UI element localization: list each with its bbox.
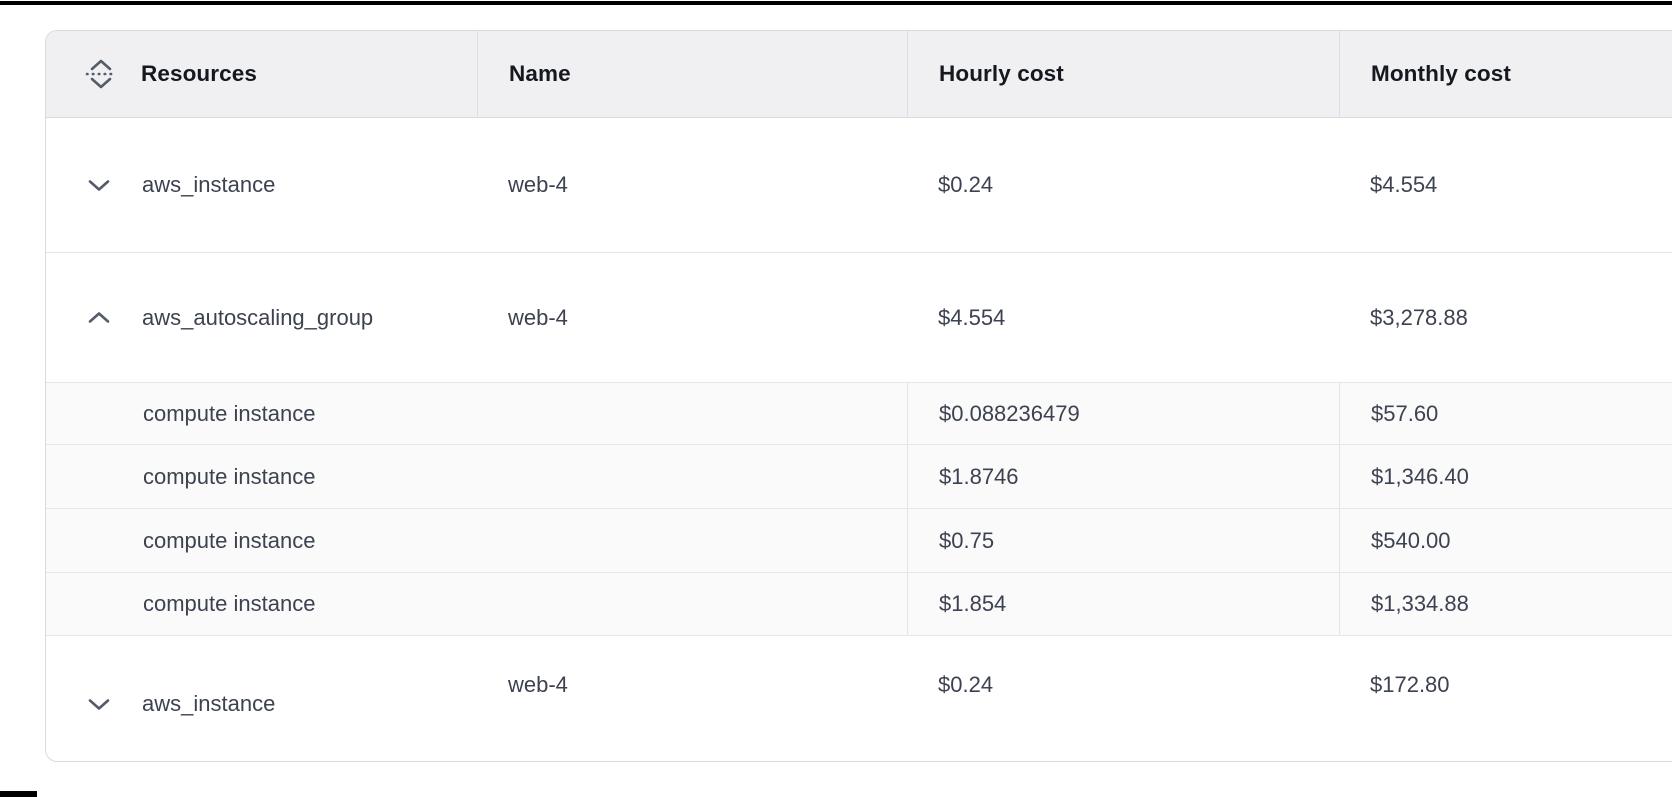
monthly-cost-cell: $1,334.88 xyxy=(1339,573,1672,635)
hourly-cost-cell: $0.75 xyxy=(907,509,1339,572)
column-header-label: Name xyxy=(509,61,571,86)
resource-type-label: aws_autoscaling_group xyxy=(142,304,374,330)
subrow-label-cell: compute instance xyxy=(46,509,907,572)
monthly-cost-value: $1,334.88 xyxy=(1371,591,1469,616)
column-header-label: Monthly cost xyxy=(1371,61,1511,86)
top-border-line xyxy=(0,1,1672,5)
monthly-cost-value: $57.60 xyxy=(1371,400,1439,426)
subrow-compute-instance: compute instance $1.854 $1,334.88 xyxy=(46,572,1672,635)
monthly-cost-cell: $540.00 xyxy=(1339,509,1672,572)
monthly-cost-value: $540.00 xyxy=(1371,527,1451,553)
hourly-cost-value: $4.554 xyxy=(938,304,1006,330)
resource-type-label: aws_instance xyxy=(142,172,276,197)
name-cell: web-4 xyxy=(477,253,907,382)
resource-cell: aws_autoscaling_group xyxy=(46,253,477,382)
column-header-hourly-cost[interactable]: Hourly cost xyxy=(907,31,1339,117)
hourly-cost-value: $0.088236479 xyxy=(939,400,1080,426)
monthly-cost-value: $1,346.40 xyxy=(1371,463,1469,489)
hourly-cost-cell: $4.554 xyxy=(907,253,1339,382)
monthly-cost-value: $3,278.88 xyxy=(1370,304,1468,330)
column-header-label: Resources xyxy=(141,61,257,86)
monthly-cost-cell: $1,346.40 xyxy=(1339,445,1672,508)
subrow-label: compute instance xyxy=(143,527,316,553)
resource-cell: aws_instance xyxy=(46,118,477,252)
cost-estimation-table: Resources Name Hourly cost Monthly cost … xyxy=(45,30,1672,762)
table-row-aws-instance[interactable]: aws_instance web-4 $0.24 $172.80 xyxy=(46,635,1672,761)
resource-name: web-4 xyxy=(508,172,568,197)
subrow-compute-instance: compute instance $0.088236479 $57.60 xyxy=(46,382,1672,444)
name-cell: web-4 xyxy=(477,636,907,761)
resource-name: web-4 xyxy=(508,672,568,697)
subrow-label-cell: compute instance xyxy=(46,445,907,508)
column-header-resources[interactable]: Resources xyxy=(46,31,477,117)
monthly-cost-cell: $172.80 xyxy=(1339,636,1672,761)
column-header-monthly-cost[interactable]: Monthly cost xyxy=(1339,31,1672,117)
monthly-cost-cell: $3,278.88 xyxy=(1339,253,1672,382)
resource-name: web-4 xyxy=(508,304,568,330)
hourly-cost-cell: $0.24 xyxy=(907,636,1339,761)
monthly-cost-value: $4.554 xyxy=(1370,172,1438,197)
hourly-cost-value: $0.24 xyxy=(938,172,994,197)
subrow-compute-instance: compute instance $1.8746 $1,346.40 xyxy=(46,444,1672,508)
hourly-cost-value: $1.8746 xyxy=(939,463,1019,489)
table-row-aws-autoscaling-group[interactable]: aws_autoscaling_group web-4 $4.554 $3,27… xyxy=(46,252,1672,382)
monthly-cost-cell: $57.60 xyxy=(1339,383,1672,444)
table-row-aws-instance[interactable]: aws_instance web-4 $0.24 $4.554 xyxy=(46,118,1672,252)
hourly-cost-cell: $0.088236479 xyxy=(907,383,1339,444)
column-header-label: Hourly cost xyxy=(939,61,1064,86)
subrow-label: compute instance xyxy=(143,591,316,616)
monthly-cost-value: $172.80 xyxy=(1370,672,1450,697)
column-header-name[interactable]: Name xyxy=(477,31,907,117)
hourly-cost-value: $0.75 xyxy=(939,527,995,553)
chevron-down-icon[interactable] xyxy=(88,179,110,192)
hourly-cost-value: $1.854 xyxy=(939,591,1007,616)
hourly-cost-cell: $0.24 xyxy=(907,118,1339,252)
resource-cell: aws_instance xyxy=(46,636,477,761)
hourly-cost-value: $0.24 xyxy=(938,672,994,697)
chevron-up-icon[interactable] xyxy=(88,311,110,324)
subrow-label-cell: compute instance xyxy=(46,573,907,635)
subrow-label: compute instance xyxy=(143,400,316,426)
drag-reorder-icon[interactable] xyxy=(85,56,117,92)
monthly-cost-cell: $4.554 xyxy=(1339,118,1672,252)
hourly-cost-cell: $1.854 xyxy=(907,573,1339,635)
hourly-cost-cell: $1.8746 xyxy=(907,445,1339,508)
resource-type-label: aws_instance xyxy=(142,691,276,716)
subrow-label-cell: compute instance xyxy=(46,383,907,444)
table-header-row: Resources Name Hourly cost Monthly cost xyxy=(46,31,1672,118)
chevron-down-icon[interactable] xyxy=(88,698,110,711)
bottom-left-line xyxy=(0,791,37,797)
subrow-label: compute instance xyxy=(143,463,316,489)
name-cell: web-4 xyxy=(477,118,907,252)
subrow-compute-instance: compute instance $0.75 $540.00 xyxy=(46,508,1672,572)
